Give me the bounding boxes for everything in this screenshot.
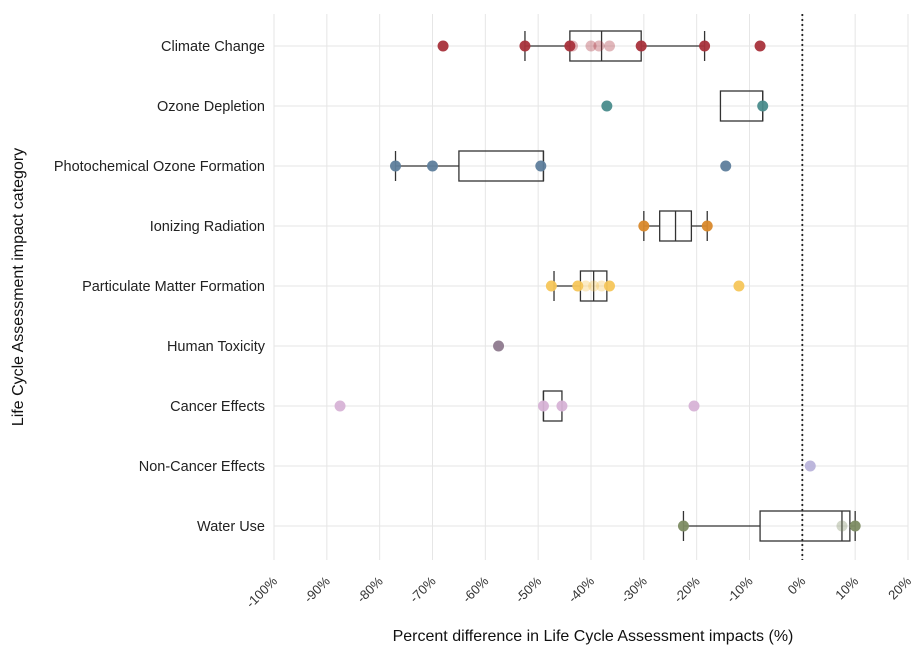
data-point (677, 520, 689, 532)
data-point (701, 220, 713, 232)
data-point (601, 100, 613, 112)
data-point (593, 40, 605, 52)
x-tick-label: 0% (785, 573, 809, 597)
data-point (699, 40, 711, 52)
data-point (390, 160, 402, 172)
x-tick-label: -80% (354, 573, 386, 605)
category-label: Photochemical Ozone Formation (54, 159, 265, 175)
data-point (585, 40, 597, 52)
data-point (588, 280, 600, 292)
data-point (519, 40, 531, 52)
data-point (603, 40, 615, 52)
data-point (564, 40, 576, 52)
data-point (849, 520, 861, 532)
data-point (427, 160, 438, 172)
x-tick-label: -30% (618, 573, 650, 605)
category-label: Particulate Matter Formation (82, 279, 265, 295)
x-tick-label: 20% (885, 573, 914, 602)
data-point (493, 340, 505, 352)
category-label: Human Toxicity (167, 339, 266, 355)
category-label: Climate Change (161, 39, 265, 55)
data-point (638, 220, 650, 232)
x-tick-label: -90% (301, 573, 333, 605)
data-point (545, 280, 557, 292)
x-tick-label: -20% (671, 573, 703, 605)
data-point (757, 100, 769, 112)
data-point (733, 280, 745, 292)
x-tick-label: 10% (832, 573, 861, 602)
category-label: Non-Cancer Effects (139, 459, 265, 475)
data-point (537, 400, 549, 412)
data-point (688, 400, 700, 412)
x-tick-label: -50% (512, 573, 544, 605)
point-layer (334, 40, 861, 532)
data-point (334, 400, 346, 412)
data-point (754, 40, 766, 52)
data-point (572, 280, 584, 292)
data-point (836, 520, 848, 532)
data-point (567, 40, 579, 52)
data-point (437, 40, 449, 52)
category-label: Water Use (197, 519, 265, 535)
x-tick-label: -60% (459, 573, 491, 605)
x-tick-label: -100% (243, 573, 280, 610)
data-point (804, 460, 816, 472)
category-label: Ionizing Radiation (150, 219, 265, 235)
data-point (556, 400, 568, 412)
data-point (720, 160, 732, 172)
x-tick-label: -10% (724, 573, 756, 605)
data-point (535, 160, 547, 172)
x-tick-label: -40% (565, 573, 597, 605)
data-point (596, 280, 608, 292)
category-label: Ozone Depletion (157, 99, 265, 115)
data-point (635, 40, 647, 52)
x-tick-label: -70% (407, 573, 439, 605)
x-axis-title: Percent difference in Life Cycle Assessm… (393, 628, 794, 645)
label-layer: -100% -90% -80% -70% -60% -50% -40% -30% -20% -10… (54, 39, 915, 611)
data-point (580, 280, 592, 292)
category-label: Cancer Effects (170, 399, 265, 415)
y-axis-title: Life Cycle Assessment impact category (10, 148, 27, 426)
data-point (603, 280, 615, 292)
